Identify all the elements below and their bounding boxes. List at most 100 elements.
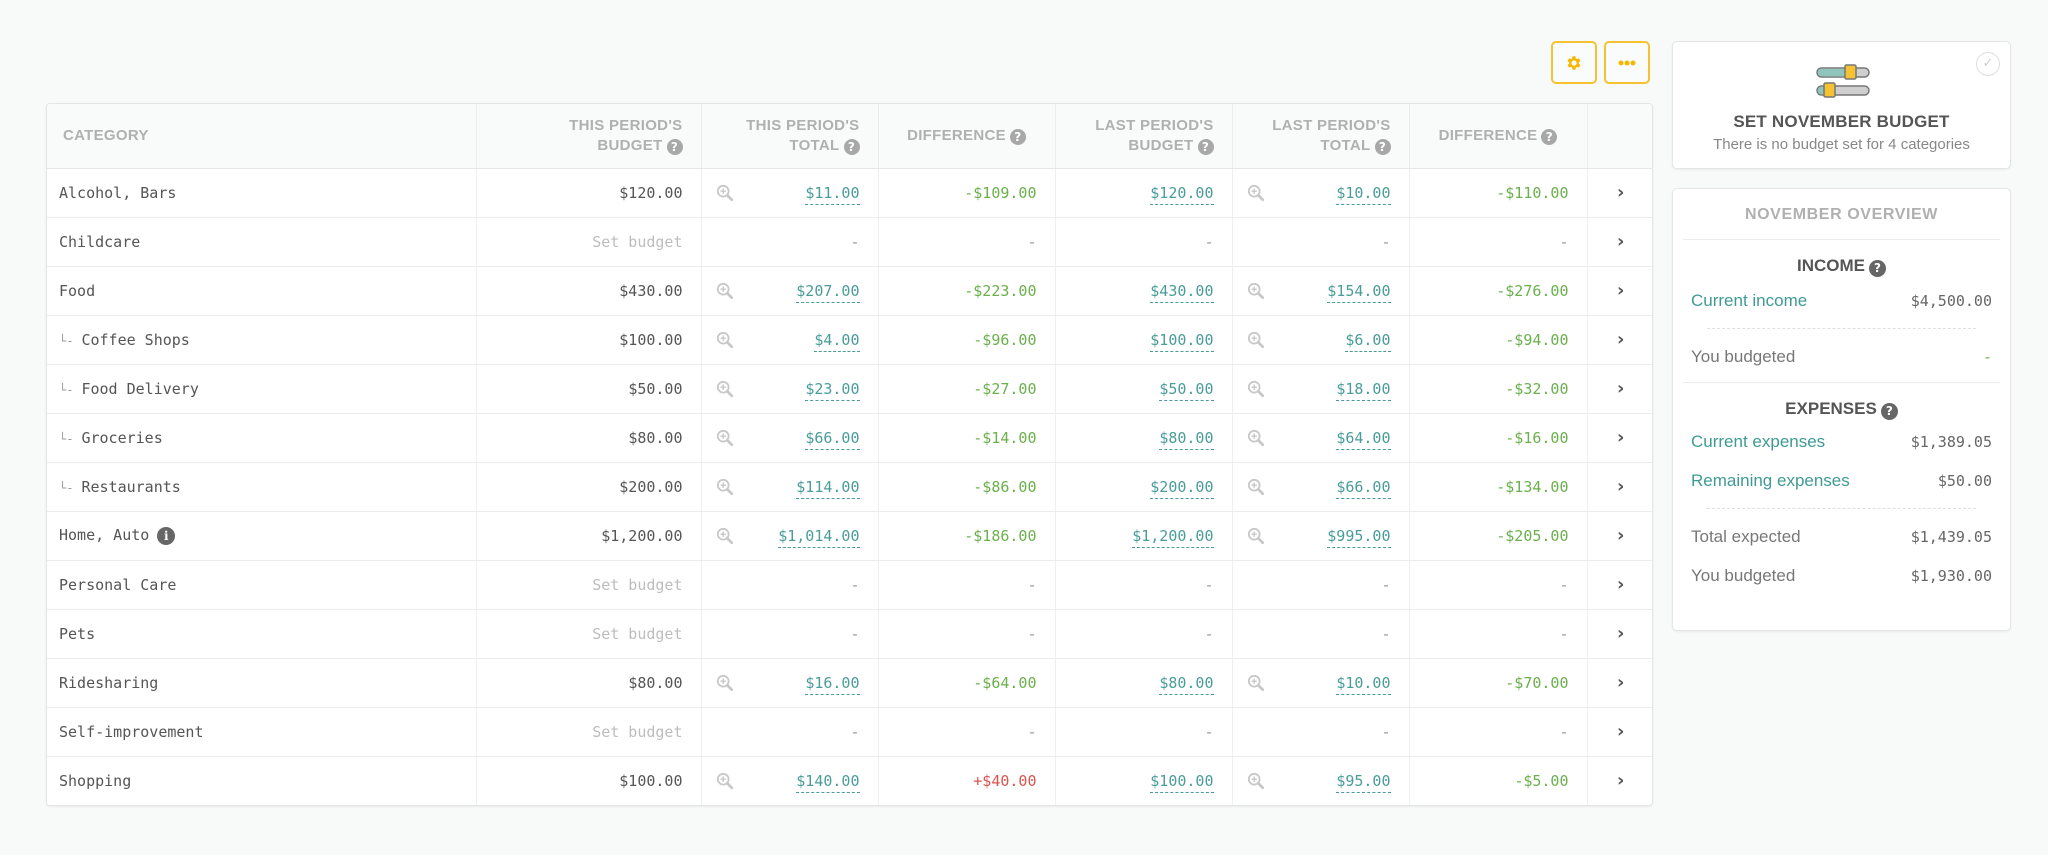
zoom-in-icon[interactable] [716, 380, 734, 398]
zoom-in-icon[interactable] [716, 429, 734, 447]
table-row[interactable]: Shopping $100.00 $140.00 +$40.00 $100.00… [47, 756, 1652, 805]
zoom-in-icon[interactable] [716, 527, 734, 545]
table-row[interactable]: └- Food Delivery $50.00 $23.00 -$27.00 $5… [47, 364, 1652, 414]
chevron-right-icon[interactable]: › [1617, 525, 1625, 546]
category-cell: Ridesharing [47, 658, 477, 708]
chevron-right-icon[interactable]: › [1617, 427, 1625, 448]
table-row[interactable]: └- Restaurants $200.00 $114.00 -$86.00 $2… [47, 462, 1652, 512]
sliders-icon [1816, 64, 1870, 98]
this-budget-cell[interactable]: $1,200.00 [476, 511, 702, 561]
zoom-in-icon[interactable] [1247, 184, 1265, 202]
row-expand-cell[interactable]: › [1587, 756, 1652, 805]
chevron-right-icon[interactable]: › [1617, 378, 1625, 399]
chevron-right-icon[interactable]: › [1617, 182, 1625, 203]
table-row[interactable]: Alcohol, Bars $120.00 $11.00 -$109.00 $1… [47, 168, 1652, 218]
zoom-in-icon[interactable] [716, 282, 734, 300]
chevron-right-icon[interactable]: › [1617, 721, 1625, 742]
table-row[interactable]: Childcare Set budget - - - - - › [47, 217, 1652, 267]
chevron-right-icon[interactable]: › [1617, 623, 1625, 644]
row-expand-cell[interactable]: › [1587, 511, 1652, 561]
help-icon[interactable]: ? [1541, 128, 1558, 145]
this-budget-cell[interactable]: $50.00 [476, 364, 702, 414]
this-budget-cell[interactable]: $100.00 [476, 756, 702, 805]
expenses-budgeted-label: You budgeted [1691, 565, 1796, 585]
help-icon[interactable]: ? [1880, 403, 1898, 420]
set-budget-link: Set budget [592, 575, 683, 594]
help-icon[interactable]: ? [1009, 128, 1026, 145]
zoom-in-icon[interactable] [716, 674, 734, 692]
zoom-in-icon[interactable] [1247, 674, 1265, 692]
chevron-right-icon[interactable]: › [1617, 280, 1625, 301]
zoom-in-icon[interactable] [1247, 772, 1265, 790]
help-icon[interactable]: ? [666, 138, 683, 155]
this-budget-cell[interactable]: $120.00 [476, 168, 702, 218]
row-expand-cell[interactable]: › [1587, 168, 1652, 218]
this-total-cell: - [701, 609, 879, 659]
help-icon[interactable]: ? [843, 138, 860, 155]
check-icon[interactable]: ✓ [1976, 52, 2000, 76]
this-budget-cell[interactable]: Set budget [476, 560, 702, 610]
zoom-in-icon[interactable] [716, 184, 734, 202]
table-row[interactable]: └- Groceries $80.00 $66.00 -$14.00 $80.00… [47, 413, 1652, 463]
this-budget-cell[interactable]: Set budget [476, 707, 702, 757]
expenses-section-title: EXPENSES? [1683, 399, 2000, 420]
settings-button[interactable] [1551, 41, 1597, 84]
current-expenses-link[interactable]: Current expenses [1691, 431, 1826, 451]
row-expand-cell[interactable]: › [1587, 364, 1652, 414]
row-expand-cell[interactable]: › [1587, 266, 1652, 316]
row-expand-cell[interactable]: › [1587, 658, 1652, 708]
this-budget-cell[interactable]: Set budget [476, 609, 702, 659]
this-budget-cell[interactable]: $200.00 [476, 462, 702, 512]
row-expand-cell[interactable]: › [1587, 707, 1652, 757]
row-expand-cell[interactable]: › [1587, 560, 1652, 610]
help-icon[interactable]: ? [1197, 138, 1214, 155]
divider [1707, 508, 1976, 509]
zoom-in-icon[interactable] [1247, 478, 1265, 496]
row-expand-cell[interactable]: › [1587, 462, 1652, 512]
this-budget-cell[interactable]: $430.00 [476, 266, 702, 316]
table-row[interactable]: Food $430.00 $207.00 -$223.00 $430.00 $1… [47, 266, 1652, 316]
chevron-right-icon[interactable]: › [1617, 231, 1625, 252]
last-total-cell: $18.00 [1232, 364, 1410, 414]
table-row[interactable]: Personal Care Set budget - - - - - › [47, 560, 1652, 610]
help-icon[interactable]: ? [1374, 138, 1391, 155]
zoom-in-icon[interactable] [1247, 380, 1265, 398]
chevron-right-icon[interactable]: › [1617, 770, 1625, 792]
zoom-in-icon[interactable] [716, 331, 734, 349]
this-budget-cell[interactable]: $100.00 [476, 315, 702, 365]
chevron-right-icon[interactable]: › [1617, 574, 1625, 595]
row-expand-cell[interactable]: › [1587, 413, 1652, 463]
last-budget-cell: - [1055, 707, 1233, 757]
zoom-in-icon[interactable] [716, 772, 734, 790]
zoom-in-icon[interactable] [716, 478, 734, 496]
chevron-right-icon[interactable]: › [1617, 329, 1625, 350]
info-icon[interactable]: i [157, 527, 176, 545]
income-budgeted-label: You budgeted [1691, 346, 1796, 366]
remaining-expenses-link[interactable]: Remaining expenses [1691, 470, 1850, 490]
row-expand-cell[interactable]: › [1587, 217, 1652, 267]
table-row[interactable]: Ridesharing $80.00 $16.00 -$64.00 $80.00… [47, 658, 1652, 708]
row-expand-cell[interactable]: › [1587, 609, 1652, 659]
table-row[interactable]: Self-improvement Set budget - - - - - › [47, 707, 1652, 757]
more-options-button[interactable] [1604, 41, 1650, 84]
this-budget-cell[interactable]: $80.00 [476, 413, 702, 463]
current-income-link[interactable]: Current income [1691, 290, 1808, 310]
this-budget-cell[interactable]: Set budget [476, 217, 702, 267]
row-expand-cell[interactable]: › [1587, 315, 1652, 365]
zoom-in-icon[interactable] [1247, 429, 1265, 447]
zoom-in-icon[interactable] [1247, 331, 1265, 349]
table-row[interactable]: └- Coffee Shops $100.00 $4.00 -$96.00 $10… [47, 315, 1652, 365]
category-name: Pets [59, 624, 96, 643]
zoom-in-icon[interactable] [1247, 282, 1265, 300]
zoom-in-icon[interactable] [1247, 527, 1265, 545]
category-name: Alcohol, Bars [59, 183, 177, 202]
table-row[interactable]: Pets Set budget - - - - - › [47, 609, 1652, 659]
chevron-right-icon[interactable]: › [1617, 672, 1625, 693]
category-name: Home, Auto [59, 526, 150, 544]
set-budget-card[interactable]: ✓ SET NOVEMBER BUDGET There is no budget… [1672, 41, 2011, 169]
last-difference-cell: -$276.00 [1409, 266, 1588, 316]
chevron-right-icon[interactable]: › [1617, 476, 1625, 497]
table-row[interactable]: Home, Auto i $1,200.00 $1,014.00 -$186.00… [47, 511, 1652, 561]
help-icon[interactable]: ? [1869, 260, 1886, 277]
this-budget-cell[interactable]: $80.00 [476, 658, 702, 708]
